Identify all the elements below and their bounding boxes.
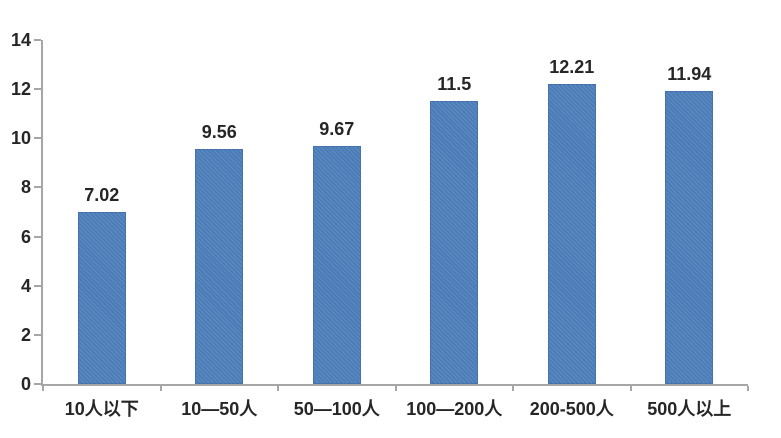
bar xyxy=(77,211,126,384)
x-tick-label: 500人以上 xyxy=(647,399,732,419)
x-axis-tick xyxy=(159,386,162,391)
x-axis-tick xyxy=(747,386,749,391)
bar-value-label: 9.56 xyxy=(201,122,237,143)
y-axis-tick xyxy=(34,39,41,41)
y-tick-label: 10 xyxy=(10,128,31,149)
y-tick-label: 6 xyxy=(20,226,31,247)
x-axis-line xyxy=(41,384,748,386)
y-tick-label: 2 xyxy=(20,324,31,345)
bar xyxy=(547,83,596,384)
x-axis-tick xyxy=(277,386,279,391)
x-tick-label: 10人以下 xyxy=(64,399,139,419)
y-tick-label: 4 xyxy=(20,275,31,296)
y-axis-tick xyxy=(34,235,41,238)
x-tick-label: 200-500人 xyxy=(529,399,614,419)
bar-value-label: 7.02 xyxy=(84,184,120,205)
y-axis-tick xyxy=(34,284,41,287)
y-axis-tick xyxy=(34,333,41,336)
bar-value-label: 9.67 xyxy=(319,119,355,140)
y-tick-label: 14 xyxy=(10,30,31,50)
y-tick-label: 12 xyxy=(10,79,31,100)
x-tick-label: 100—200人 xyxy=(406,399,503,419)
y-axis-line xyxy=(41,40,43,386)
x-axis-tick xyxy=(42,386,44,391)
x-tick-label: 10—50人 xyxy=(181,399,258,419)
bar xyxy=(665,90,714,384)
bar-value-label: 11.5 xyxy=(437,74,472,95)
y-axis-tick xyxy=(34,137,41,140)
y-tick-label: 8 xyxy=(20,177,31,198)
y-tick-label: 0 xyxy=(20,374,31,394)
y-axis-tick xyxy=(34,383,41,385)
x-axis-tick xyxy=(512,386,514,391)
bar-value-label: 12.21 xyxy=(549,56,595,77)
bar xyxy=(312,146,361,384)
x-axis-tick xyxy=(394,386,397,391)
x-tick-label: 50—100人 xyxy=(293,399,380,419)
bar-value-label: 11.94 xyxy=(667,63,712,84)
bar xyxy=(430,101,479,384)
bar xyxy=(195,149,244,384)
x-axis-tick xyxy=(629,386,632,391)
y-axis-tick xyxy=(34,186,41,189)
y-axis-tick xyxy=(34,88,41,91)
